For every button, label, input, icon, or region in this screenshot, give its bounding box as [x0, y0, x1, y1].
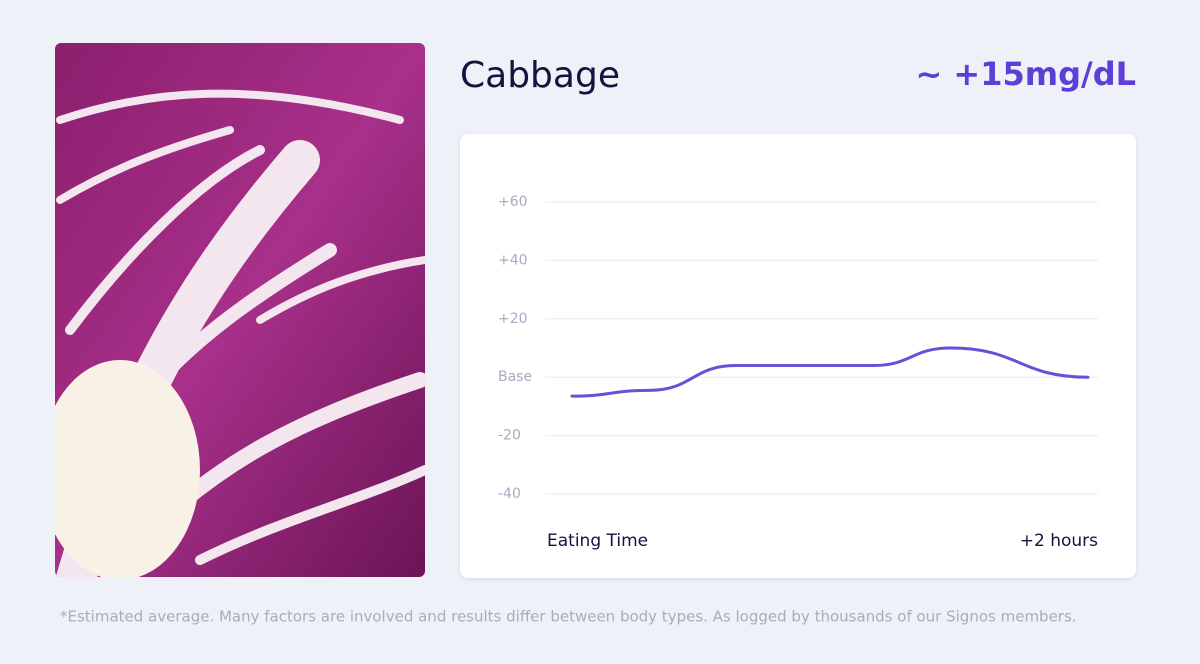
y-tick-label: Base [498, 369, 532, 385]
food-image [55, 43, 425, 577]
y-tick-label: +40 [498, 252, 528, 268]
glucose-estimate: ~ +15mg/dL [915, 55, 1136, 93]
y-tick-label: -20 [498, 428, 521, 444]
food-name: Cabbage [460, 55, 620, 96]
footnote: *Estimated average. Many factors are inv… [60, 608, 1077, 626]
x-tick-label: +2 hours [1020, 531, 1098, 551]
line-series [570, 346, 1090, 398]
y-tick-label: +60 [498, 194, 528, 210]
y-tick-label: +20 [498, 311, 528, 327]
x-tick-label: Eating Time [547, 531, 648, 551]
y-tick-label: -40 [498, 486, 521, 502]
chart-card [460, 134, 1136, 578]
